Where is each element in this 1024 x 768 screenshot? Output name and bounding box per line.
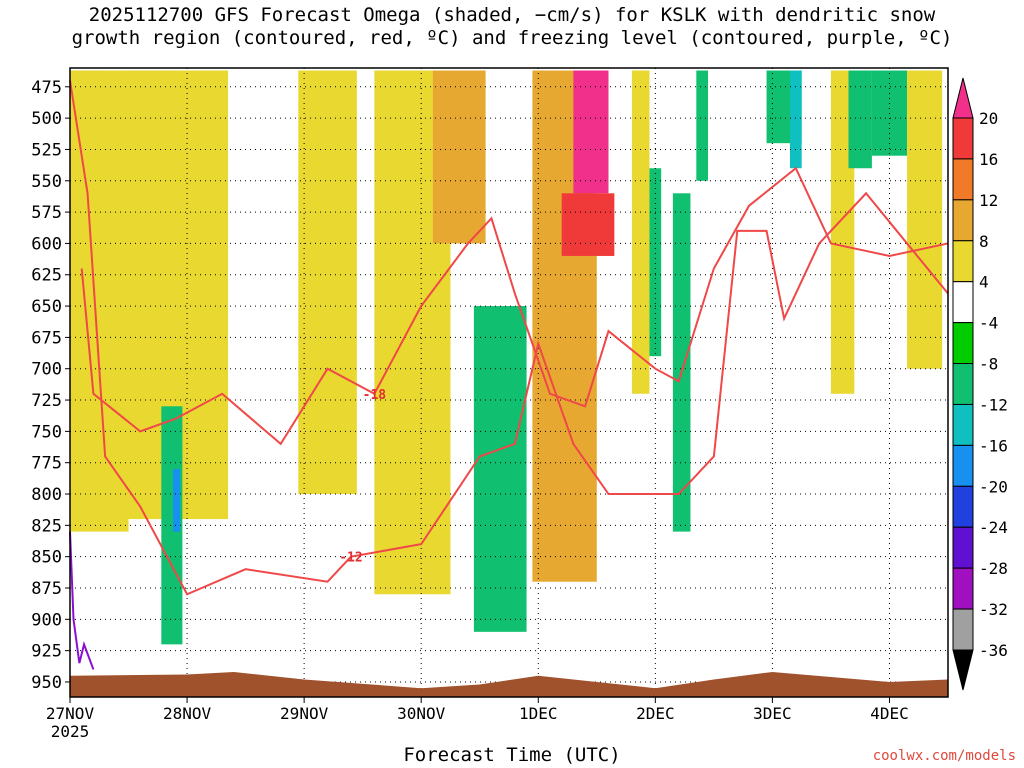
colorbar-label: -28 <box>979 559 1008 578</box>
x-tick-label: 28NOV <box>163 704 212 723</box>
colorbar-label: -20 <box>979 477 1008 496</box>
y-tick-label: 875 <box>31 579 62 599</box>
freezing-level-line <box>69 531 95 670</box>
omega-shade-cell <box>696 70 709 181</box>
y-tick-label: 925 <box>31 642 62 662</box>
omega-shade-cell <box>649 168 662 357</box>
y-tick-label: 525 <box>31 140 62 160</box>
colorbar-segment <box>952 403 974 446</box>
x-tick-label: 2DEC <box>636 704 675 723</box>
omega-shade-cell <box>298 70 357 495</box>
dgz-contour-label: -12 <box>339 551 362 566</box>
colorbar-segment <box>952 240 974 283</box>
colorbar-label: -36 <box>979 641 1008 660</box>
credit-link[interactable]: coolwx.com/models <box>872 748 1016 764</box>
colorbar-top-arrow <box>952 77 974 119</box>
y-tick-label: 700 <box>31 360 62 380</box>
colorbar-segment <box>952 117 974 160</box>
dgz-contour <box>69 80 949 596</box>
omega-shade-cell <box>631 70 650 394</box>
y-tick-label: 850 <box>31 548 62 568</box>
omega-shade-cell <box>473 306 527 632</box>
colorbar-label: 4 <box>979 273 989 292</box>
colorbar-label: -24 <box>979 518 1008 537</box>
y-tick-label: 600 <box>31 234 62 254</box>
colorbar-segment <box>952 485 974 528</box>
colorbar-label: -32 <box>979 600 1008 619</box>
omega-shade-cell <box>161 406 183 645</box>
colorbar-label: -8 <box>979 355 998 374</box>
colorbar-segment <box>952 199 974 242</box>
colorbar-segment <box>952 281 974 324</box>
x-tick-label: 27NOV <box>46 704 95 723</box>
colorbar-label: -12 <box>979 395 1008 414</box>
dgz-contour <box>80 166 949 446</box>
chart-title: 2025112700 GFS Forecast Omega (shaded, −… <box>0 4 1024 50</box>
x-tick-label: 3DEC <box>753 704 792 723</box>
y-tick-label: 750 <box>31 422 62 442</box>
colorbar-bottom-arrow <box>952 649 974 691</box>
colorbar-label: 20 <box>979 109 998 128</box>
colorbar-segment <box>952 158 974 201</box>
colorbar-segment <box>952 444 974 487</box>
omega-shade-cell <box>432 70 486 244</box>
y-tick-label: 900 <box>31 610 62 630</box>
plot-frame <box>69 67 949 698</box>
terrain <box>70 671 948 697</box>
y-tick-label: 550 <box>31 172 62 192</box>
omega-shade-cell <box>561 193 615 256</box>
omega-shade-cell <box>848 70 872 169</box>
y-tick-label: 825 <box>31 516 62 536</box>
colorbar-label: 12 <box>979 191 998 210</box>
omega-shade-cell <box>907 70 943 369</box>
y-tick-label: 725 <box>31 391 62 411</box>
y-tick-label: 775 <box>31 454 62 474</box>
omega-shade-cell <box>789 70 802 169</box>
y-tick-label: 625 <box>31 266 62 286</box>
colorbar-segment <box>952 567 974 610</box>
y-tick-label: 475 <box>31 78 62 98</box>
colorbar-label: 16 <box>979 150 998 169</box>
colorbar-label: -4 <box>979 314 998 333</box>
x-tick-label: 4DEC <box>870 704 909 723</box>
x-axis-label: Forecast Time (UTC) <box>403 744 621 766</box>
y-tick-label: 800 <box>31 485 62 505</box>
omega-shade-cell <box>573 70 609 194</box>
omega-shade-cell <box>672 193 691 532</box>
omega-shade-cell <box>173 468 181 532</box>
x-tick-label: 30NOV <box>397 704 446 723</box>
x-tick-label: 1DEC <box>519 704 558 723</box>
x-tick-label: 29NOV <box>280 704 329 723</box>
y-tick-label: 500 <box>31 109 62 129</box>
colorbar-segment <box>952 322 974 365</box>
chart-title-line1: 2025112700 GFS Forecast Omega (shaded, −… <box>88 4 936 26</box>
x-year-label: 2025 <box>51 722 90 741</box>
y-tick-label: 675 <box>31 328 62 348</box>
colorbar-segment <box>952 363 974 405</box>
chart-title-line2: growth region (contoured, red, ºC) and f… <box>71 27 953 49</box>
colorbar-segment <box>952 608 974 651</box>
y-tick-label: 650 <box>31 297 62 317</box>
colorbar-segment <box>952 526 974 569</box>
colorbar-label: 8 <box>979 232 989 251</box>
y-tick-label: 575 <box>31 203 62 223</box>
y-tick-label: 950 <box>31 673 62 693</box>
dgz-contour-label: -18 <box>363 388 387 403</box>
colorbar-label: -16 <box>979 436 1008 455</box>
